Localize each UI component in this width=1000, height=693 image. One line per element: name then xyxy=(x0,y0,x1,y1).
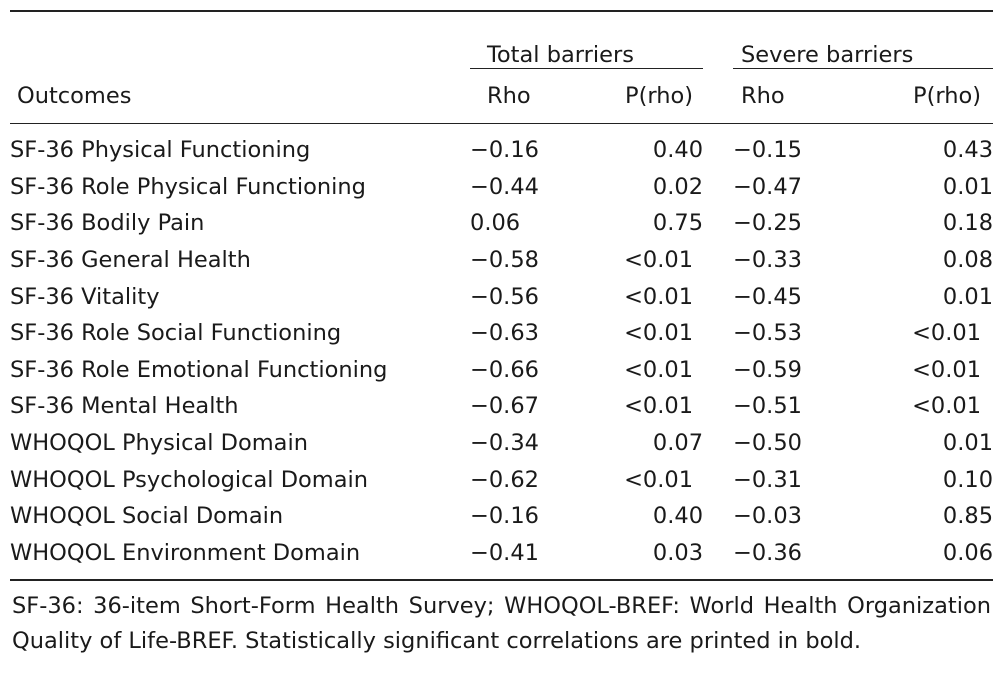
rho-severe-cell: −0.59 xyxy=(733,356,802,383)
p-severe-cell: <0.01 xyxy=(912,393,982,420)
table-row: WHOQOL Social Domain −0.16 0.40 −0.03 0.85 xyxy=(10,498,993,535)
results-table-container: Total barriers Severe barriers Outcomes … xyxy=(10,10,994,659)
p-severe-cell: 0.85 xyxy=(942,503,994,530)
rho-severe-cell: −0.31 xyxy=(733,466,802,493)
p-severe-cell: 0.08 xyxy=(942,247,994,274)
outcome-cell: SF-36 Role Physical Functioning xyxy=(10,173,366,200)
rho-total-cell: −0.63 xyxy=(470,320,539,347)
p-total-cell: 0.40 xyxy=(652,503,704,530)
column-header-outcomes: Outcomes xyxy=(10,68,470,124)
table-row: SF-36 General Health −0.58 <0.01 −0.33 0.08 xyxy=(10,242,993,279)
table-top-rule xyxy=(10,10,993,12)
rho-severe-cell: −0.03 xyxy=(733,503,802,530)
p-severe-cell: <0.01 xyxy=(912,356,982,383)
rho-severe-cell: −0.45 xyxy=(733,283,802,310)
outcome-cell: SF-36 Role Social Functioning xyxy=(10,320,342,347)
outcome-cell: SF-36 General Health xyxy=(10,247,251,274)
p-severe-cell: <0.01 xyxy=(912,320,982,347)
table-row: WHOQOL Physical Domain −0.34 0.07 −0.50 0.01 xyxy=(10,425,993,462)
table-footnote: SF-36: 36-item Short-Form Health Survey;… xyxy=(12,593,991,655)
table-row: SF-36 Role Emotional Functioning −0.66 <0.… xyxy=(10,352,993,389)
rho-total-cell: −0.34 xyxy=(470,430,539,457)
group-header-severe-barriers: Severe barriers xyxy=(733,12,994,69)
outcome-cell: WHOQOL Social Domain xyxy=(10,503,284,530)
p-total-cell: <0.01 xyxy=(624,247,694,274)
table-body: SF-36 Physical Functioning −0.16 0.40 −0.15… xyxy=(10,124,993,580)
p-severe-cell: 0.43 xyxy=(942,137,994,164)
rho-total-cell: −0.44 xyxy=(470,173,539,200)
outcome-cell: WHOQOL Physical Domain xyxy=(10,430,308,457)
table-row: SF-36 Role Social Functioning −0.63 <0.01 −… xyxy=(10,315,993,352)
rho-total-cell: −0.41 xyxy=(470,539,539,566)
rho-total-cell: −0.56 xyxy=(470,283,539,310)
p-severe-cell: 0.01 xyxy=(942,283,994,310)
outcome-cell: SF-36 Physical Functioning xyxy=(10,137,311,164)
p-total-cell: 0.03 xyxy=(652,539,704,566)
table-bottom-rule xyxy=(10,579,993,582)
p-total-cell: <0.01 xyxy=(624,466,694,493)
p-severe-cell: 0.01 xyxy=(942,430,994,457)
rho-total-cell: 0.06 xyxy=(470,210,521,237)
outcome-cell: SF-36 Role Emotional Functioning xyxy=(10,356,388,383)
p-severe-cell: 0.06 xyxy=(942,539,994,566)
p-total-cell: <0.01 xyxy=(624,283,694,310)
rho-severe-cell: −0.25 xyxy=(733,210,802,237)
rho-severe-cell: −0.50 xyxy=(733,430,802,457)
p-total-cell: <0.01 xyxy=(624,393,694,420)
column-header-rho-severe: Rho xyxy=(733,68,836,124)
group-header-total-barriers: Total barriers xyxy=(470,12,704,69)
p-severe-cell: 0.10 xyxy=(942,466,994,493)
p-total-cell: 0.07 xyxy=(652,430,704,457)
outcome-cell: SF-36 Mental Health xyxy=(10,393,239,420)
column-header-row: Outcomes Rho P(rho) Rho P(rho) xyxy=(10,68,994,124)
rho-severe-cell: −0.33 xyxy=(733,247,802,274)
table-row: WHOQOL Environment Domain −0.41 0.03 −0.36 0… xyxy=(10,535,993,580)
rho-total-cell: −0.66 xyxy=(470,356,539,383)
table-row: SF-36 Role Physical Functioning −0.44 0.02… xyxy=(10,169,993,206)
rho-total-cell: −0.62 xyxy=(470,466,539,493)
p-total-cell: 0.40 xyxy=(652,137,704,164)
table-row: SF-36 Bodily Pain 0.06 0.75 −0.25 0.18 xyxy=(10,205,993,242)
rho-total-cell: −0.58 xyxy=(470,247,539,274)
rho-severe-cell: −0.47 xyxy=(733,173,802,200)
group-header-row: Total barriers Severe barriers xyxy=(10,12,994,69)
table-row: SF-36 Physical Functioning −0.16 0.40 −0.15… xyxy=(10,124,993,169)
column-header-p-total: P(rho) xyxy=(575,68,704,124)
table-row: SF-36 Vitality −0.56 <0.01 −0.45 0.01 xyxy=(10,278,993,315)
column-header-p-severe: P(rho) xyxy=(835,68,994,124)
table-row: SF-36 Mental Health −0.67 <0.01 −0.51 <0.01 xyxy=(10,388,993,425)
rho-total-cell: −0.16 xyxy=(470,503,539,530)
rho-severe-cell: −0.15 xyxy=(733,137,802,164)
rho-total-cell: −0.16 xyxy=(470,137,539,164)
correlation-table: Total barriers Severe barriers Outcomes … xyxy=(10,12,994,580)
outcome-cell: SF-36 Vitality xyxy=(10,283,160,310)
outcome-cell: WHOQOL Psychological Domain xyxy=(10,466,369,493)
rho-severe-cell: −0.36 xyxy=(733,539,802,566)
p-severe-cell: 0.01 xyxy=(942,173,994,200)
p-total-cell: 0.75 xyxy=(652,210,704,237)
p-severe-cell: 0.18 xyxy=(942,210,994,237)
rho-severe-cell: −0.51 xyxy=(733,393,802,420)
outcome-cell: SF-36 Bodily Pain xyxy=(10,210,205,237)
p-total-cell: <0.01 xyxy=(624,320,694,347)
rho-severe-cell: −0.53 xyxy=(733,320,802,347)
outcome-cell: WHOQOL Environment Domain xyxy=(10,539,361,566)
column-header-rho-total: Rho xyxy=(470,68,575,124)
rho-total-cell: −0.67 xyxy=(470,393,539,420)
p-total-cell: 0.02 xyxy=(652,173,704,200)
table-row: WHOQOL Psychological Domain −0.62 <0.01 −0.… xyxy=(10,461,993,498)
p-total-cell: <0.01 xyxy=(624,356,694,383)
